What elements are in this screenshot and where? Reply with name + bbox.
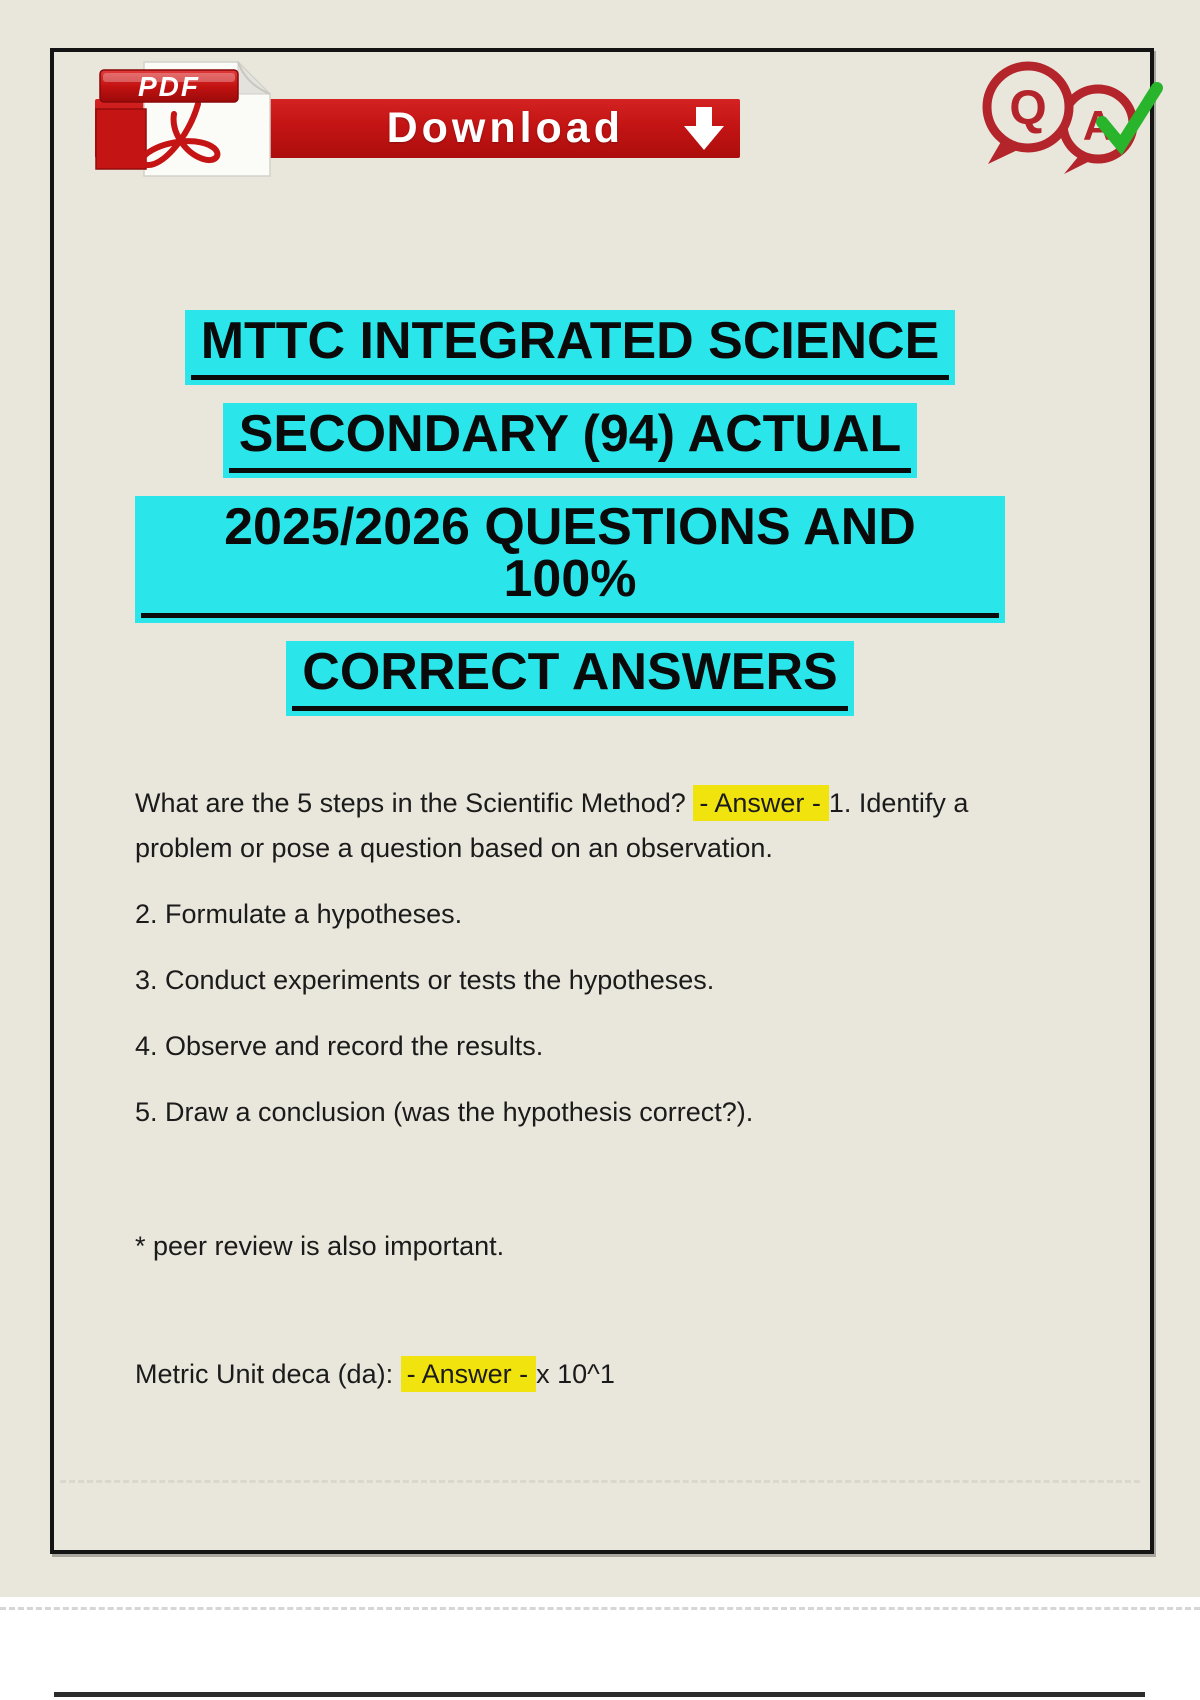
step-5: 5. Draw a conclusion (was the hypothesis…	[135, 1097, 754, 1127]
pdf-badge-text: PDF	[138, 71, 200, 102]
download-arrow-icon	[682, 106, 726, 152]
peer-review-note: * peer review is also important.	[135, 1231, 505, 1261]
step-4: 4. Observe and record the results.	[135, 1031, 544, 1061]
artifact-dashed-line	[60, 1480, 1140, 1483]
document-title: MTTC INTEGRATED SCIENCE SECONDARY (94) A…	[135, 310, 1005, 734]
question-1-text: What are the 5 steps in the Scientific M…	[135, 788, 694, 818]
pdf-file-icon[interactable]: PDF	[86, 54, 276, 179]
qa-logo-q: Q	[1009, 82, 1046, 135]
question-2-text: Metric Unit deca (da):	[135, 1359, 401, 1389]
question-1: What are the 5 steps in the Scientific M…	[135, 781, 1007, 871]
next-page-top-border	[54, 1692, 1145, 1697]
download-button-label: Download	[386, 104, 624, 152]
qa-checkmark-logo: A Q	[960, 50, 1170, 185]
document-body: What are the 5 steps in the Scientific M…	[135, 781, 1007, 1418]
answer-tag-1: - Answer -	[693, 785, 829, 821]
answer-tag-2: - Answer -	[400, 1356, 537, 1392]
title-line-4: CORRECT ANSWERS	[135, 641, 1005, 716]
artifact-dashed-line	[0, 1607, 1200, 1610]
step-3: 3. Conduct experiments or tests the hypo…	[135, 965, 715, 995]
step-2: 2. Formulate a hypotheses.	[135, 899, 463, 929]
question-2: Metric Unit deca (da): - Answer -x 10^1	[135, 1352, 1007, 1397]
answer-2-text: x 10^1	[536, 1359, 615, 1389]
page-border-frame	[50, 48, 1154, 1554]
title-line-3: 2025/2026 QUESTIONS AND 100%	[135, 496, 1005, 623]
title-line-2: SECONDARY (94) ACTUAL	[135, 403, 1005, 478]
page-background	[0, 0, 1200, 1597]
title-line-1: MTTC INTEGRATED SCIENCE	[135, 310, 1005, 385]
check-icon	[1096, 82, 1163, 156]
answer-1-text: 1. Identify a problem or pose a question…	[135, 788, 969, 863]
